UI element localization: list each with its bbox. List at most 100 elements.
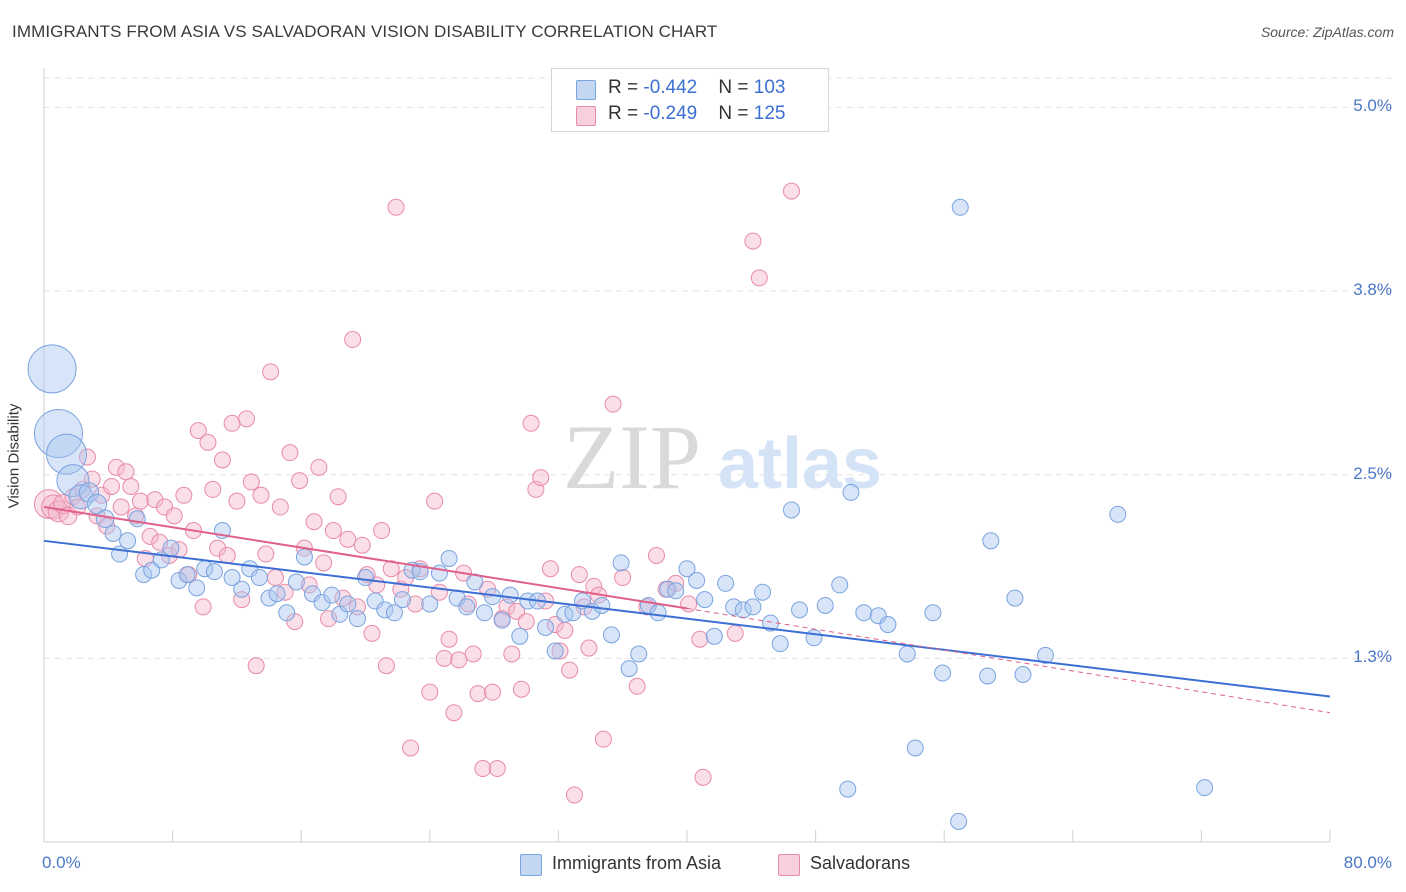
data-point: [678, 560, 696, 578]
data-point: [458, 598, 476, 616]
asia-trend-line: [43, 539, 1331, 698]
data-point: [1014, 666, 1032, 684]
data-point: [363, 624, 381, 642]
data-point: [295, 548, 313, 566]
data-point: [744, 232, 762, 250]
x-tick-label: 0.0%: [42, 853, 81, 872]
series-legend: Immigrants from Asia Salvadorans: [0, 852, 1406, 876]
data-point: [310, 458, 328, 476]
r-value: -0.249: [643, 103, 698, 124]
data-point: [119, 532, 137, 550]
data-point: [247, 657, 265, 675]
data-point: [353, 536, 371, 554]
data-point: [501, 586, 519, 604]
data-point: [250, 569, 268, 587]
data-point: [469, 685, 487, 703]
r-label: R =: [608, 103, 644, 124]
data-point: [393, 591, 411, 609]
data-point: [387, 198, 405, 216]
data-point: [754, 583, 772, 601]
data-point: [445, 704, 463, 722]
data-point: [551, 642, 569, 660]
data-point: [315, 554, 333, 572]
data-point: [320, 610, 338, 628]
data-point: [266, 569, 284, 587]
data-point: [604, 395, 622, 413]
data-point: [278, 604, 296, 622]
data-point: [305, 513, 323, 531]
data-point: [898, 645, 916, 663]
asia-legend-swatch: [520, 854, 542, 876]
watermark-zip: ZIP: [563, 406, 701, 508]
data-point: [594, 730, 612, 748]
data-point: [855, 604, 873, 622]
data-point: [162, 539, 180, 557]
data-point: [257, 545, 275, 563]
data-point: [260, 589, 278, 607]
data-point: [696, 591, 714, 609]
data-point: [982, 532, 1000, 550]
data-point: [842, 483, 860, 501]
stats-legend: R = -0.442 N = 103 R = -0.249 N = 125: [551, 68, 829, 132]
data-point: [233, 591, 251, 609]
data-point: [1196, 779, 1214, 797]
data-point: [287, 573, 305, 591]
data-point: [46, 433, 88, 475]
data-point: [329, 488, 347, 506]
data-point: [421, 595, 439, 613]
data-point: [782, 501, 800, 519]
data-point: [537, 618, 555, 636]
data-point: [303, 585, 321, 603]
data-point: [628, 677, 646, 695]
data-point: [614, 569, 632, 587]
data-point: [647, 547, 665, 564]
data-point: [924, 604, 942, 622]
data-point: [348, 598, 366, 616]
data-point: [459, 595, 477, 613]
data-point: [233, 580, 251, 598]
data-point: [488, 760, 506, 778]
data-point: [750, 269, 768, 287]
data-point: [805, 629, 823, 647]
data-point: [570, 566, 588, 584]
data-point: [339, 595, 357, 613]
data-point: [517, 613, 535, 631]
data-point: [366, 592, 384, 610]
y-tick-label: 5.0%: [1353, 96, 1392, 116]
watermark-atlas: atlas: [718, 424, 882, 504]
data-point: [649, 604, 667, 622]
stats-text: R = -0.249 N = 125: [608, 103, 785, 125]
data-point: [373, 522, 391, 540]
salvadorans-trend-line: [43, 506, 688, 610]
data-point: [357, 569, 374, 587]
data-point: [178, 566, 196, 584]
data-point: [565, 786, 583, 804]
data-point: [532, 469, 550, 487]
data-point: [135, 566, 153, 584]
data-point: [78, 448, 96, 466]
watermark: ZIP atlas: [563, 406, 882, 508]
data-point: [104, 524, 122, 542]
data-point: [199, 433, 217, 451]
data-point: [117, 463, 135, 481]
data-point: [291, 472, 309, 490]
data-point: [561, 661, 579, 679]
data-point: [348, 610, 366, 628]
data-point: [421, 683, 439, 701]
data-point: [440, 549, 458, 567]
n-value: 125: [753, 103, 786, 124]
data-point: [705, 627, 723, 645]
x-tick-label: 80.0%: [1343, 853, 1392, 872]
data-point: [831, 576, 849, 594]
data-point: [156, 498, 174, 516]
data-point: [906, 739, 924, 757]
salvadorans-trend-extension: [686, 607, 1331, 714]
data-point: [744, 598, 762, 616]
data-point: [175, 486, 193, 504]
data-point: [503, 645, 521, 663]
data-point: [580, 639, 598, 657]
data-point: [546, 642, 564, 660]
data-point: [33, 409, 83, 459]
data-point: [223, 414, 241, 432]
